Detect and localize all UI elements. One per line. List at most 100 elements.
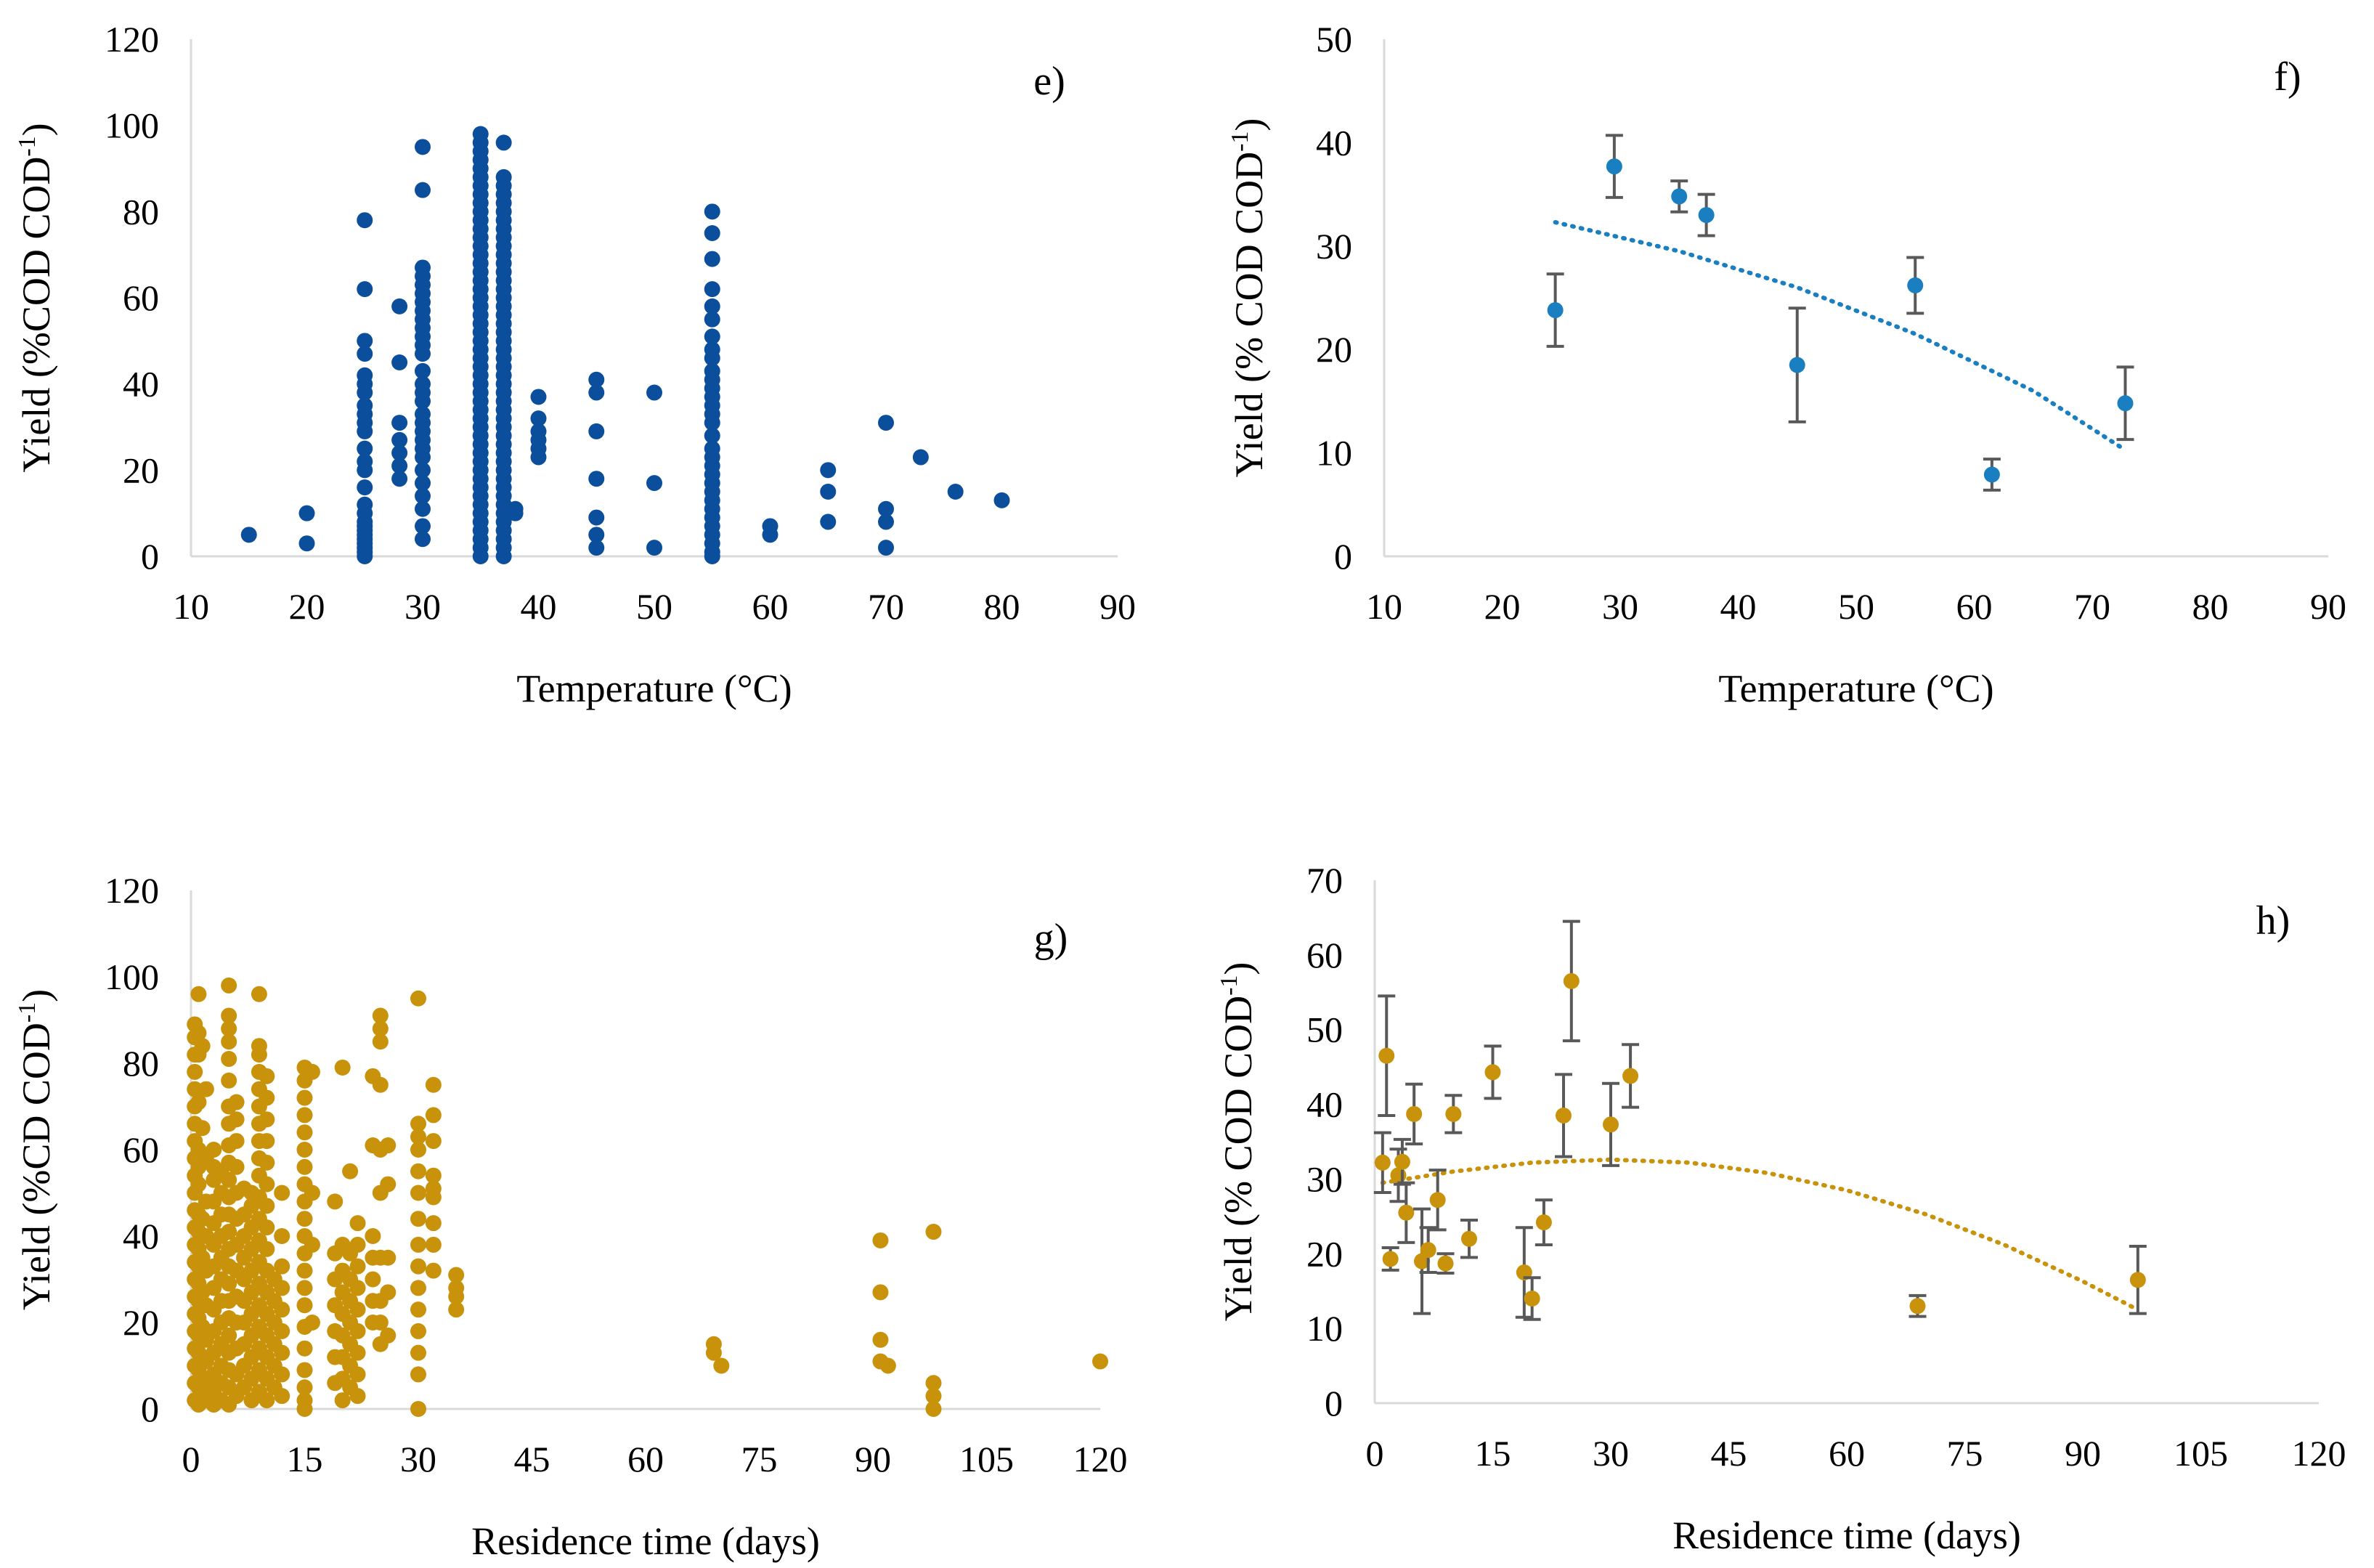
data-point [304, 1236, 320, 1253]
data-point [925, 1224, 942, 1240]
data-point [415, 362, 431, 379]
data-point [588, 471, 605, 487]
data-point [274, 1301, 290, 1318]
data-point [221, 1020, 237, 1037]
data-point [425, 1133, 442, 1150]
data-point [251, 1038, 267, 1055]
data-point [1374, 1154, 1391, 1171]
y-tick-label: 0 [1325, 1383, 1343, 1423]
y-tick-label: 20 [123, 1302, 159, 1343]
data-point [425, 1180, 442, 1197]
y-tick-label: 40 [1316, 122, 1352, 163]
data-point [1445, 1105, 1462, 1122]
data-point [259, 1154, 275, 1171]
x-tick-label: 60 [752, 586, 789, 627]
y-tick-label: 30 [1306, 1158, 1343, 1199]
x-tick-label: 75 [1947, 1433, 1983, 1474]
data-point [705, 1336, 722, 1352]
data-point [878, 500, 894, 517]
data-point [221, 1275, 237, 1292]
x-tick-label: 40 [521, 586, 557, 627]
data-point [879, 1357, 896, 1374]
y-axis-title-close: ) [15, 123, 58, 136]
y-tick-label: 20 [1306, 1233, 1343, 1274]
data-point [221, 1327, 237, 1344]
x-axis-title: Residence time (days) [1672, 1514, 2021, 1557]
data-point [530, 423, 547, 439]
data-point [296, 1297, 313, 1314]
data-point [304, 1063, 320, 1080]
data-point [391, 298, 408, 314]
data-point [221, 1224, 237, 1240]
data-point [646, 475, 662, 492]
x-tick-label: 45 [514, 1439, 550, 1479]
data-point [425, 1076, 442, 1093]
data-point [274, 1258, 290, 1275]
data-point [925, 1401, 942, 1417]
data-point [349, 1366, 366, 1383]
data-point [872, 1284, 889, 1301]
data-point [1909, 1298, 1926, 1315]
data-point [410, 1258, 426, 1275]
data-point [588, 423, 605, 439]
data-point [296, 1142, 313, 1158]
x-tick-label: 90 [1099, 586, 1136, 627]
data-point [391, 471, 408, 487]
data-point [415, 475, 431, 492]
y-tick-label: 120 [105, 19, 159, 60]
data-point [415, 139, 431, 155]
data-point [588, 527, 605, 543]
data-point [391, 444, 408, 461]
y-tick-label: 10 [1316, 433, 1352, 474]
data-point [1398, 1204, 1415, 1221]
x-axis-title: Temperature (°C) [1718, 667, 1993, 710]
data-point [298, 505, 315, 521]
data-point [187, 1081, 203, 1097]
data-point [2117, 395, 2134, 412]
data-point [228, 1094, 245, 1110]
data-point [1461, 1230, 1477, 1247]
y-tick-label: 60 [123, 277, 159, 318]
data-point [410, 1280, 426, 1296]
y-tick-label: 50 [1306, 1010, 1343, 1050]
y-tick-label: 70 [1306, 860, 1343, 901]
data-point [365, 1228, 381, 1244]
y-tick-label: 100 [105, 105, 159, 146]
chart-panel-f: 10 20 30 40 50 60 70 80 90 0 10 20 30 40 50 Temperature… [1227, 19, 2346, 710]
data-point [365, 1271, 381, 1288]
y-axis-title-main: Yield (%COD COD [15, 157, 58, 473]
y-tick-label: 40 [1306, 1084, 1343, 1125]
data-point [349, 1323, 366, 1339]
data-point [872, 1232, 889, 1248]
data-point [357, 440, 373, 457]
data-point [274, 1323, 290, 1339]
data-point [391, 415, 408, 431]
data-point [410, 1142, 426, 1158]
data-point [304, 1315, 320, 1331]
data-point [1907, 277, 1924, 293]
data-point [1606, 158, 1622, 175]
data-point [878, 513, 894, 530]
data-point [259, 1392, 275, 1409]
x-tick-label: 75 [741, 1439, 778, 1479]
data-point [415, 531, 431, 548]
data-point [704, 203, 720, 220]
data-point [327, 1193, 344, 1210]
data-point [993, 492, 1010, 508]
data-point [415, 375, 431, 392]
data-point [1524, 1291, 1540, 1307]
data-point [296, 1362, 313, 1378]
x-tick-label: 80 [984, 586, 1020, 627]
data-point [349, 1215, 366, 1232]
x-tick-label: 90 [855, 1439, 891, 1479]
data-point [2129, 1272, 2146, 1288]
data-point [704, 298, 720, 314]
data-point [425, 1236, 442, 1253]
data-point [357, 453, 373, 470]
data-point [410, 1211, 426, 1227]
data-point [530, 410, 547, 427]
data-point [1406, 1105, 1423, 1122]
y-tick-label: 0 [1334, 536, 1352, 577]
data-point [357, 281, 373, 298]
data-point [878, 415, 894, 431]
